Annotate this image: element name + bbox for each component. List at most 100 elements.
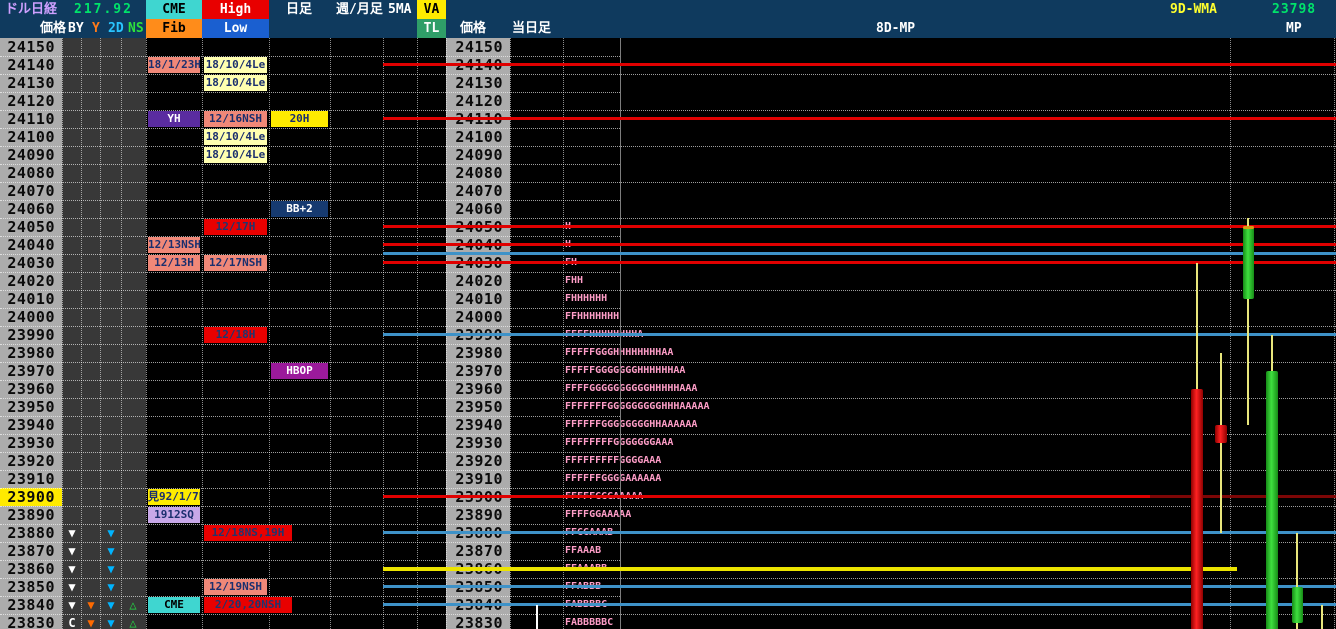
level-line-blue xyxy=(383,252,1336,255)
grid-column-line xyxy=(269,38,270,629)
wma-label: 9D-WMA xyxy=(1170,2,1217,17)
grid-row-line xyxy=(0,560,620,561)
price-cell-center: 23920 xyxy=(446,452,510,470)
price-cell-center: 23910 xyxy=(446,470,510,488)
price-cell-left: 24140 xyxy=(0,56,62,74)
price-cell-center: 23980 xyxy=(446,344,510,362)
today-session-label: 当日足 xyxy=(512,21,552,36)
annotation-label: HBOP xyxy=(271,363,328,379)
price-cell-left: 23840 xyxy=(0,596,62,614)
price-cell-left: 23950 xyxy=(0,398,62,416)
cme-toggle[interactable]: CME xyxy=(146,0,202,19)
level-line-red xyxy=(383,495,1150,498)
signal-down-white: ▼ xyxy=(68,526,76,540)
grid-row-line xyxy=(0,452,620,453)
profile-row: FFFFGGGGGGGGGGHHHHHAAA xyxy=(565,383,698,394)
price-cell-left: 24030 xyxy=(0,254,62,272)
grid-row-line xyxy=(620,578,1336,579)
profile-row: FFFFFFFFGGGGGGGAAA xyxy=(565,434,673,452)
price-cell-left: 24040 xyxy=(0,236,62,254)
level-line-yellow xyxy=(383,567,1237,571)
annotation-label: 18/10/4Le xyxy=(204,129,267,145)
level-line-blue xyxy=(383,333,1336,336)
grid-column-line xyxy=(330,38,331,629)
signal-letter-C: C xyxy=(68,616,76,629)
col-header-ns[interactable]: NS xyxy=(128,21,144,36)
price-cell-left: 23850 xyxy=(0,578,62,596)
weekly-monthly-toggle[interactable]: 週/月足 xyxy=(336,2,383,17)
price-cell-center: 23890 xyxy=(446,506,510,524)
price-cell-center: 23940 xyxy=(446,416,510,434)
signal-down-white: ▼ xyxy=(68,544,76,558)
profile-row: FHHHHHH xyxy=(565,293,608,304)
profile-row: FFFFFFGGGGAAAAAA xyxy=(565,473,662,484)
annotation-label: 12/18NS,19H xyxy=(204,525,292,541)
current-session-marker xyxy=(536,605,538,629)
grid-row-line xyxy=(0,362,620,363)
profile-row: FFHHHHHHH xyxy=(565,311,620,322)
grid-row-line xyxy=(0,182,620,183)
grid-row-line xyxy=(620,542,1336,543)
signal-up-green: △ xyxy=(129,616,137,629)
candle-wick xyxy=(1220,443,1222,533)
profile-row: FFAAAB xyxy=(565,545,602,556)
grid-row-line xyxy=(0,596,620,597)
price-cell-center: 23870 xyxy=(446,542,510,560)
header-bar: ドル日経 217.92 CME High 日足 週/月足 5MA VA 9D-W… xyxy=(0,0,1336,38)
candle-wick xyxy=(1247,218,1249,227)
col-header-y[interactable]: Y xyxy=(92,21,100,36)
grid-row-line xyxy=(620,470,1336,471)
price-cell-center: 24070 xyxy=(446,182,510,200)
level-line-dark-red xyxy=(1150,495,1336,498)
symbol-value: 217.92 xyxy=(74,2,133,17)
col-header-2d[interactable]: 2D xyxy=(108,21,124,36)
symbol-title: ドル日経 xyxy=(5,2,58,17)
grid-row-line xyxy=(620,290,1336,291)
price-column-header-center: 価格 xyxy=(460,21,487,36)
annotation-label: 12/19NSH xyxy=(204,579,267,595)
candle-wick xyxy=(1220,353,1222,425)
signal-down-white: ▼ xyxy=(68,562,76,576)
grid-row-line xyxy=(0,506,620,507)
price-cell-left: 23920 xyxy=(0,452,62,470)
price-cell-left: 24120 xyxy=(0,92,62,110)
price-cell-left: 24130 xyxy=(0,74,62,92)
high-toggle[interactable]: High xyxy=(202,0,269,19)
grid-row-line xyxy=(620,74,1336,75)
annotation-label: 18/10/4Le xyxy=(204,147,267,163)
grid-row-line xyxy=(620,398,1336,399)
grid-column-line xyxy=(121,38,122,629)
price-cell-center: 24120 xyxy=(446,92,510,110)
candle-up xyxy=(1266,371,1278,629)
price-cell-left: 23940 xyxy=(0,416,62,434)
price-cell-left: 23910 xyxy=(0,470,62,488)
signal-down-white: ▼ xyxy=(68,580,76,594)
wma-value: 23798 xyxy=(1272,2,1317,17)
daily-toggle[interactable]: 日足 xyxy=(286,2,313,17)
signal-down-cyan: ▼ xyxy=(107,544,115,558)
level-line-red xyxy=(383,261,1336,264)
grid-row-line xyxy=(620,110,1336,111)
level-line-blue xyxy=(383,603,1336,606)
tl-toggle[interactable]: TL xyxy=(417,19,446,38)
price-cell-left: 24080 xyxy=(0,164,62,182)
fib-toggle[interactable]: Fib xyxy=(146,19,202,38)
price-cell-left: 23930 xyxy=(0,434,62,452)
ma5-toggle[interactable]: 5MA xyxy=(388,2,412,17)
va-toggle[interactable]: VA xyxy=(417,0,446,19)
profile-row: FFFFFFGGGGGGGGHHAAAAAA xyxy=(565,419,698,430)
price-cell-left: 24070 xyxy=(0,182,62,200)
price-cell-left: 24000 xyxy=(0,308,62,326)
grid-column-line xyxy=(146,38,147,629)
price-cell-left: 24020 xyxy=(0,272,62,290)
price-cell-center: 24090 xyxy=(446,146,510,164)
grid-column-line xyxy=(202,38,203,629)
col-header-by[interactable]: BY xyxy=(68,21,84,36)
price-cell-center: 23960 xyxy=(446,380,510,398)
level-line-red xyxy=(383,117,1336,120)
annotation-label: 12/17H xyxy=(204,219,267,235)
candle-up xyxy=(1291,587,1303,623)
candle-down xyxy=(1191,389,1203,629)
low-toggle[interactable]: Low xyxy=(202,19,269,38)
signal-down-cyan: ▼ xyxy=(107,580,115,594)
